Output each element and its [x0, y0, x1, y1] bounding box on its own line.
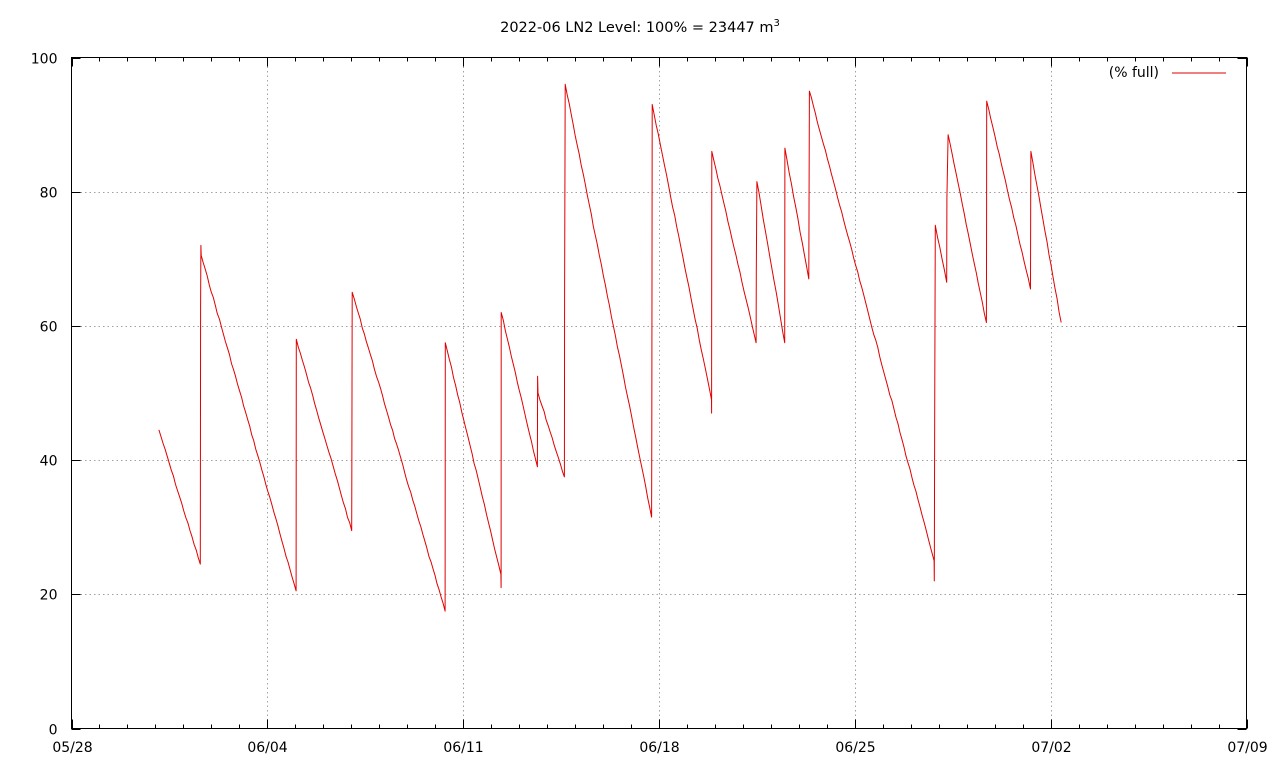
y-tick-label-40: 40	[40, 454, 58, 470]
series-line-0	[158, 83, 1062, 612]
chart-title-text: 2022-06 LN2 Level: 100% = 23447 m	[500, 20, 773, 36]
x-tick-label-06/04: 06/04	[247, 740, 287, 756]
x-tick-label-06/25: 06/25	[835, 740, 875, 756]
x-tick-label-06/18: 06/18	[639, 740, 679, 756]
x-tick-label-07/09: 07/09	[1227, 740, 1267, 756]
series-layer	[158, 83, 1062, 612]
x-tick-label-06/11: 06/11	[443, 740, 483, 756]
x-axis-tick-labels: 05/28 06/04 06/11 06/18 06/25 07/02 07/09	[52, 740, 1267, 756]
chart-title-superscript: 3	[774, 18, 780, 29]
x-tick-label-05/28: 05/28	[52, 740, 92, 756]
y-tick-label-80: 80	[40, 186, 58, 202]
y-tick-label-20: 20	[40, 588, 58, 604]
grid-lines	[71, 57, 1247, 729]
y-tick-label-0: 0	[49, 723, 58, 739]
chart-title: 2022-06 LN2 Level: 100% = 23447 m3	[500, 18, 780, 36]
legend-label-percent-full: (% full)	[1109, 65, 1159, 81]
axis-ticks	[71, 57, 1248, 730]
y-tick-label-100: 100	[31, 52, 58, 68]
y-axis-tick-labels: 0 20 40 60 80 100	[31, 52, 58, 739]
y-tick-label-60: 60	[40, 320, 58, 336]
legend: (% full)	[1109, 65, 1226, 81]
plot-frame	[71, 57, 1247, 729]
x-tick-label-07/02: 07/02	[1031, 740, 1071, 756]
